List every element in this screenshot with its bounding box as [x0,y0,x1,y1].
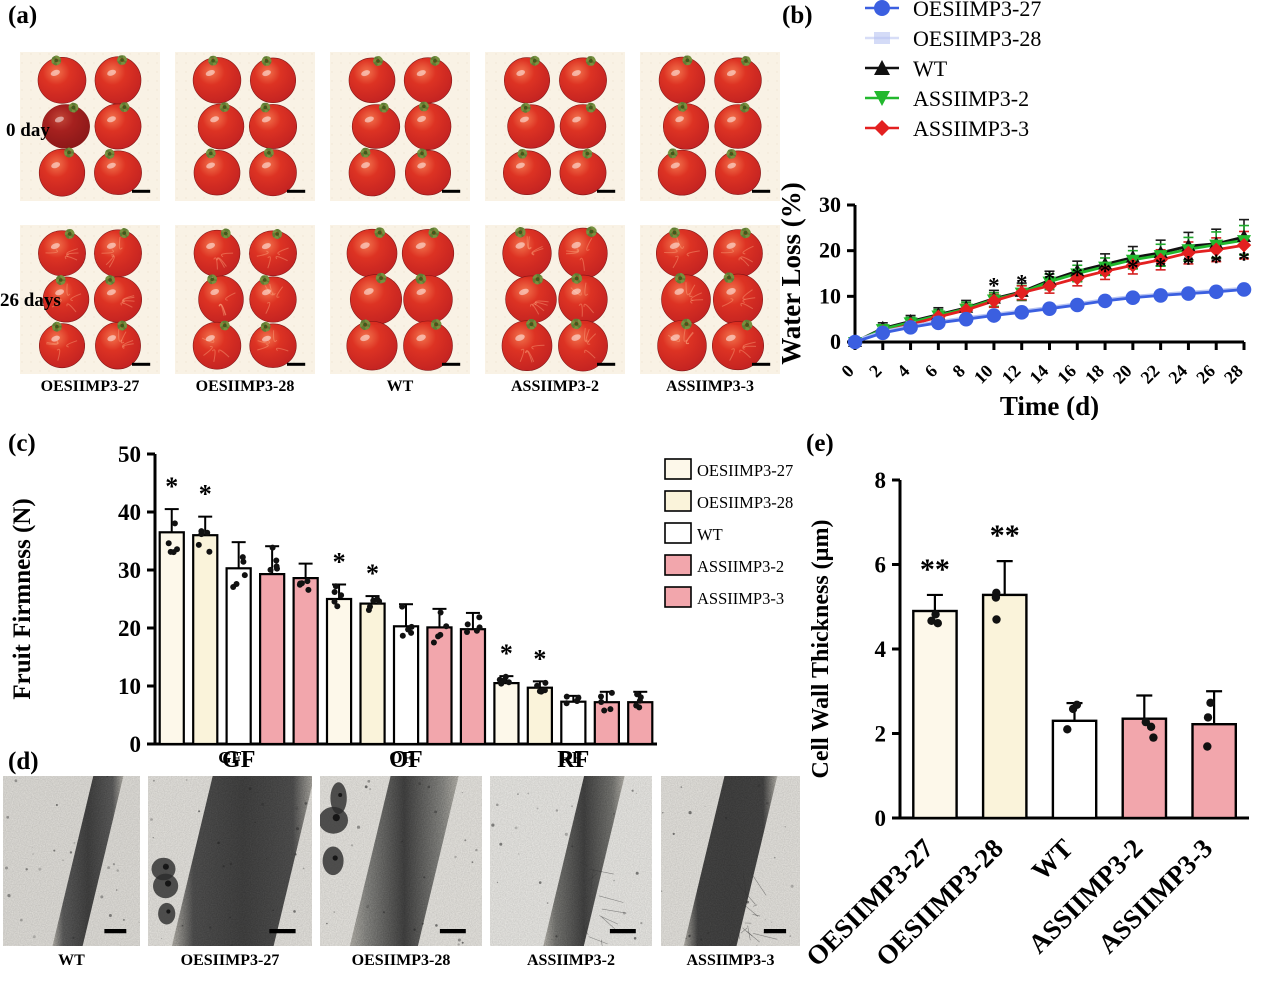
svg-text:16: 16 [1053,361,1080,388]
svg-text:*: * [366,559,379,588]
svg-text:*: * [1155,253,1167,278]
svg-text:18: 18 [1081,361,1108,388]
svg-text:*: * [1210,250,1222,275]
svg-text:ASSIIMP3-3: ASSIIMP3-3 [697,589,784,608]
svg-text:10: 10 [118,674,141,699]
svg-text:WT: WT [697,525,723,544]
svg-text:4: 4 [875,637,887,662]
svg-text:6: 6 [875,553,887,578]
svg-text:*: * [199,480,212,509]
svg-text:*: * [1238,247,1250,272]
svg-text:12: 12 [998,361,1025,388]
svg-text:OESIIMP3-28: OESIIMP3-28 [697,493,793,512]
svg-text:30: 30 [118,558,141,583]
svg-text:28: 28 [1220,361,1247,388]
svg-text:22: 22 [1137,361,1164,388]
svg-text:**: ** [990,519,1020,552]
svg-text:*: * [500,639,513,668]
svg-text:0: 0 [875,806,887,831]
svg-text:*: * [988,274,1000,299]
svg-text:*: * [1044,267,1056,292]
svg-text:OESIIMP3-27: OESIIMP3-27 [697,461,793,480]
svg-text:ASSIIMP3-2: ASSIIMP3-2 [913,86,1029,111]
svg-text:30: 30 [819,192,841,217]
svg-text:0: 0 [837,361,858,382]
svg-text:OESIIMP3-27: OESIIMP3-27 [913,0,1041,21]
svg-text:*: * [1183,252,1195,277]
svg-text:*: * [533,644,546,673]
svg-text:WT: WT [1026,833,1079,886]
svg-text:50: 50 [118,442,141,467]
svg-text:10: 10 [819,283,841,308]
svg-text:10: 10 [970,361,997,388]
svg-text:26: 26 [1192,361,1219,388]
svg-text:14: 14 [1025,361,1052,388]
svg-text:ASSIIMP3-2: ASSIIMP3-2 [697,557,784,576]
svg-text:Fruit Firmness (N): Fruit Firmness (N) [9,498,36,699]
svg-text:20: 20 [1109,361,1136,388]
svg-text:Cell Wall Thickness (µm): Cell Wall Thickness (µm) [808,520,834,779]
svg-text:8: 8 [875,468,887,493]
svg-text:*: * [165,472,178,501]
svg-text:Time (d): Time (d) [1000,391,1099,420]
svg-text:20: 20 [118,616,141,641]
svg-text:4: 4 [893,361,914,382]
svg-text:40: 40 [118,500,141,525]
svg-text:24: 24 [1164,361,1191,388]
svg-text:*: * [333,548,346,577]
svg-text:20: 20 [819,238,841,263]
svg-text:0: 0 [830,329,841,354]
svg-text:6: 6 [921,361,942,382]
svg-text:2: 2 [865,361,886,382]
svg-text:*: * [1099,259,1111,284]
svg-text:ASSIIMP3-3: ASSIIMP3-3 [913,116,1029,141]
svg-text:8: 8 [948,361,969,382]
svg-text:Water Loss (%): Water Loss (%) [780,182,806,365]
svg-text:**: ** [920,553,950,586]
svg-text:OESIIMP3-28: OESIIMP3-28 [913,26,1041,51]
svg-text:WT: WT [913,56,948,81]
svg-text:*: * [1127,256,1139,281]
svg-text:2: 2 [875,722,887,747]
svg-text:*: * [1016,270,1027,295]
svg-text:*: * [1072,263,1084,288]
